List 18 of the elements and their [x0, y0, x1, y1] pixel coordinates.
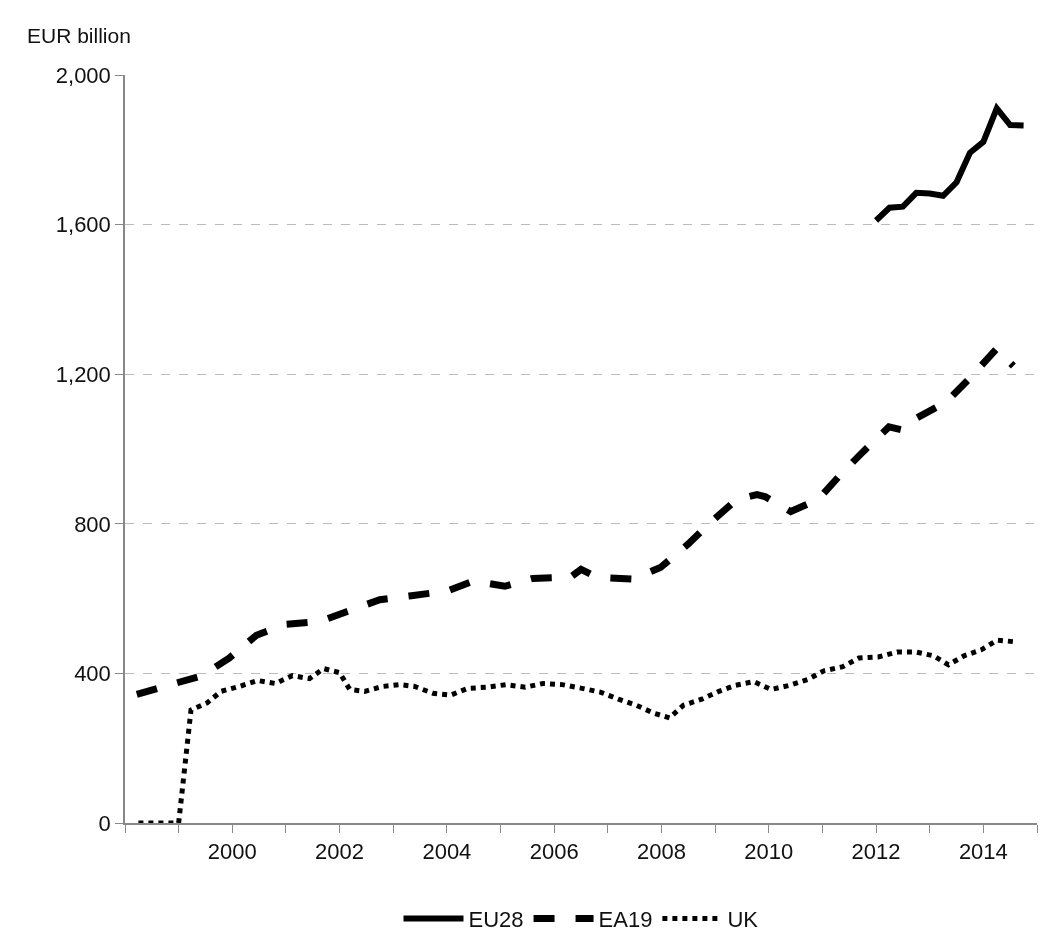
- y-tick-label: 400: [74, 661, 111, 687]
- legend-label: UK: [727, 907, 759, 933]
- x-tick-label: 2004: [422, 839, 472, 865]
- x-tick-label: 2014: [958, 839, 1008, 865]
- y-tick-label: 800: [74, 511, 111, 537]
- x-tick-label: 2000: [207, 839, 257, 865]
- x-tick-label: 2012: [851, 839, 901, 865]
- y-tick-label: 0: [98, 810, 111, 836]
- y-tick-label: 1,600: [55, 212, 111, 238]
- y-tick-label: 1,200: [55, 361, 111, 387]
- y-tick-label: 2,000: [55, 62, 111, 88]
- x-tick-label: 2008: [636, 839, 686, 865]
- x-tick-label: 2002: [315, 839, 365, 865]
- legend-label: EU28: [468, 907, 524, 933]
- x-tick-label: 2006: [529, 839, 579, 865]
- y-axis-title: EUR billion: [27, 24, 131, 47]
- legend-label: EA19: [598, 907, 653, 933]
- x-tick-label: 2010: [744, 839, 794, 865]
